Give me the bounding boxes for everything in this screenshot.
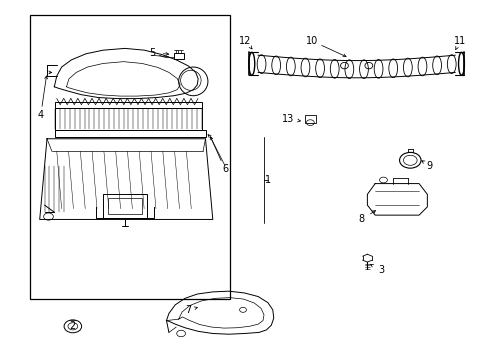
Text: 7: 7	[185, 305, 191, 315]
Bar	[103, 194, 147, 218]
Text: 6: 6	[222, 164, 227, 174]
Bar	[30, 15, 229, 299]
Text: 13: 13	[282, 114, 294, 124]
Bar	[305, 116, 316, 123]
Bar	[55, 102, 201, 108]
Text: 2: 2	[70, 321, 76, 331]
Text: 4: 4	[38, 111, 43, 121]
Text: 11: 11	[453, 36, 465, 46]
Bar	[55, 130, 206, 137]
Text: 3: 3	[377, 265, 383, 275]
Bar	[108, 198, 142, 214]
Bar	[173, 53, 183, 59]
Bar	[55, 108, 201, 130]
Text: 8: 8	[358, 215, 364, 224]
Text: 1: 1	[264, 175, 270, 185]
Text: 10: 10	[305, 36, 317, 46]
Text: 9: 9	[426, 161, 432, 171]
Text: 12: 12	[239, 36, 251, 46]
Text: 5: 5	[148, 48, 155, 58]
